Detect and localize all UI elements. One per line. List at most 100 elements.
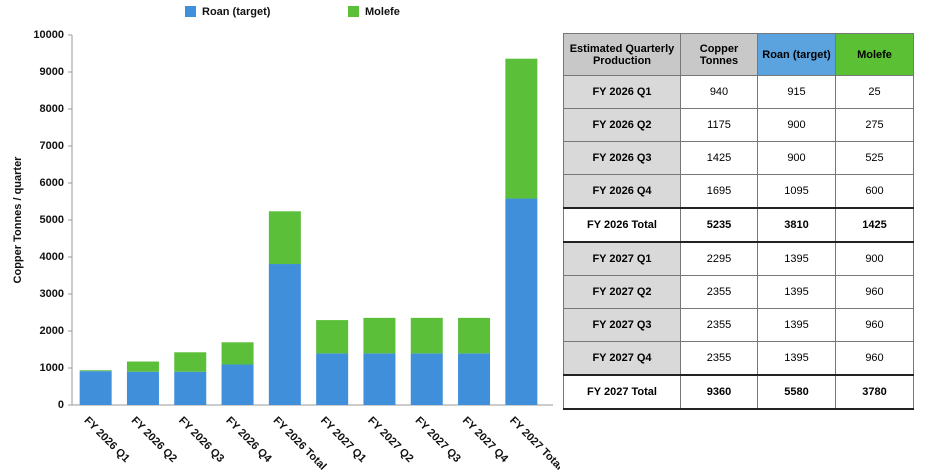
table-cell: 600 (835, 174, 914, 209)
table-cell: 1395 (757, 241, 836, 276)
table-row: FY 2026 Q4 1695 1095 600 (563, 174, 914, 209)
bar-segment (505, 198, 538, 405)
y-tick-label: 7000 (40, 140, 64, 152)
x-tick-label: FY 2027 Q4 (460, 415, 511, 466)
table-cell: 525 (835, 141, 914, 175)
production-table: Estimated Quarterly Production Copper Ton… (563, 33, 914, 410)
table-cell: FY 2026 Q1 (563, 75, 681, 109)
table-cell: 1395 (757, 275, 836, 309)
y-tick-label: 9000 (40, 66, 64, 78)
x-tick-label: FY 2027 Q2 (365, 415, 415, 465)
table-cell: 1095 (757, 174, 836, 209)
table-cell: 960 (835, 275, 914, 309)
x-tick-label: FY 2027 Q3 (413, 415, 463, 465)
header-cell: Molefe (835, 33, 914, 76)
table-cell: 900 (757, 108, 836, 142)
x-tick-label: FY 2027 Total (507, 415, 560, 473)
table-cell: 900 (835, 241, 914, 276)
bar-segment (363, 317, 396, 354)
bar-segment (126, 361, 159, 372)
table-cell: 1425 (680, 141, 758, 175)
table-cell: 960 (835, 308, 914, 342)
header-cell: Roan (target) (757, 33, 836, 76)
x-tick-label: FY 2026 Q3 (176, 415, 226, 465)
legend-label: Roan (target) (202, 6, 271, 18)
y-tick-label: 6000 (40, 177, 64, 189)
bar-segment (316, 320, 349, 354)
table-row: FY 2026 Q1 940 915 25 (563, 75, 914, 109)
table-cell: 1395 (757, 341, 836, 376)
bar-segment (79, 370, 112, 372)
table-cell: FY 2026 Q4 (563, 174, 681, 209)
table-row: FY 2026 Q3 1425 900 525 (563, 141, 914, 175)
table-cell: 1175 (680, 108, 758, 142)
table-cell: FY 2026 Total (563, 207, 681, 243)
table-cell: FY 2027 Q1 (563, 241, 681, 276)
table-cell: 25 (835, 75, 914, 109)
y-axis-label: Copper Tonnes / quarter (12, 156, 24, 284)
table-cell: 1425 (835, 207, 914, 243)
legend-swatch (185, 6, 196, 17)
y-tick-label: 4000 (40, 251, 64, 263)
table-row: FY 2027 Q1 2295 1395 900 (563, 241, 914, 276)
y-tick-label: 3000 (40, 288, 64, 300)
y-tick-label: 8000 (40, 103, 64, 115)
table-cell: 9360 (680, 374, 758, 410)
table-cell: 2355 (680, 341, 758, 376)
bar-segment (126, 371, 159, 405)
y-tick-label: 5000 (40, 214, 64, 226)
table-cell: 915 (757, 75, 836, 109)
y-tick-label: 1000 (40, 362, 64, 374)
legend-swatch (348, 6, 359, 17)
table-cell: 1695 (680, 174, 758, 209)
table-cell: FY 2026 Q3 (563, 141, 681, 175)
table-cell: 2355 (680, 308, 758, 342)
table-cell: 1395 (757, 308, 836, 342)
bar-segment (363, 353, 396, 405)
table-row: FY 2027 Q2 2355 1395 960 (563, 275, 914, 309)
table-row: FY 2026 Q2 1175 900 275 (563, 108, 914, 142)
table-cell: 2355 (680, 275, 758, 309)
bar-segment (458, 317, 491, 354)
table-cell: FY 2027 Q2 (563, 275, 681, 309)
bar-segment (410, 353, 443, 405)
table-row: FY 2026 Total 5235 3810 1425 (563, 207, 914, 243)
bar-segment (221, 364, 254, 405)
x-tick-label: FY 2026 Q2 (129, 415, 179, 465)
table-cell: 940 (680, 75, 758, 109)
header-cell: Estimated Quarterly Production (563, 33, 681, 76)
table-cell: 275 (835, 108, 914, 142)
y-tick-label: 0 (58, 399, 64, 411)
bar-segment (410, 317, 443, 354)
table-cell: 5235 (680, 207, 758, 243)
bar-segment (458, 353, 491, 405)
bar-segment (505, 58, 538, 199)
header-row: Estimated Quarterly Production Copper Ton… (563, 33, 914, 76)
table-cell: 900 (757, 141, 836, 175)
table-cell: 3780 (835, 374, 914, 410)
x-tick-label: FY 2026 Q4 (223, 415, 274, 466)
header-cell: Copper Tonnes (680, 33, 758, 76)
bar-segment (316, 353, 349, 405)
y-tick-label: 10000 (33, 29, 64, 41)
bar-segment (221, 342, 254, 365)
table-cell: FY 2026 Q2 (563, 108, 681, 142)
table-cell: 5580 (757, 374, 836, 410)
table-row: FY 2027 Total 9360 5580 3780 (563, 374, 914, 410)
legend-label: Molefe (365, 6, 400, 18)
table-cell: 2295 (680, 241, 758, 276)
x-tick-label: FY 2027 Q1 (318, 415, 368, 465)
table-cell: FY 2027 Q3 (563, 308, 681, 342)
table-cell: FY 2027 Q4 (563, 341, 681, 376)
bar-segment (79, 371, 112, 405)
bar-segment (268, 211, 301, 265)
bar-segment (268, 264, 301, 405)
table-cell: 960 (835, 341, 914, 376)
bar-segment (174, 352, 207, 372)
chart: Copper Tonnes / quarter 0 1000 2000 3000 400… (12, 6, 560, 473)
table-cell: FY 2027 Total (563, 374, 681, 410)
table-cell: 3810 (757, 207, 836, 243)
table-row: FY 2027 Q4 2355 1395 960 (563, 341, 914, 376)
x-tick-label: FY 2026 Q1 (81, 415, 131, 465)
